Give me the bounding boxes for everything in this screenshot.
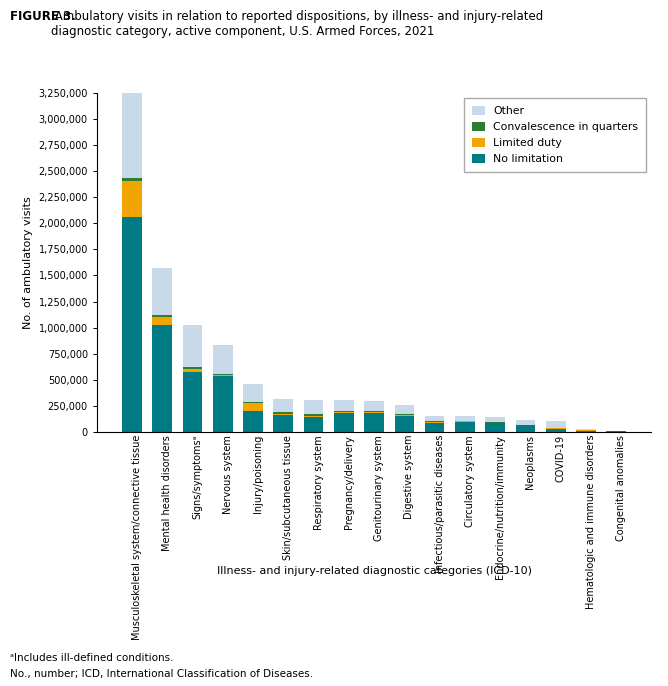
Bar [576,431,596,432]
Bar [364,412,384,413]
Bar [152,315,172,317]
Bar [425,422,444,423]
Bar [546,429,566,432]
Bar [516,421,535,425]
Bar [182,325,202,367]
Bar [243,412,263,432]
Bar [425,423,444,432]
Bar [213,375,232,377]
Text: Ambulatory visits in relation to reported dispositions, by illness- and injury-r: Ambulatory visits in relation to reporte… [51,10,544,38]
Bar [455,421,475,423]
Bar [304,401,323,414]
Bar [152,317,172,325]
Text: Illness- and injury-related diagnostic categories (ICD-10): Illness- and injury-related diagnostic c… [216,566,532,576]
Bar [213,374,232,375]
Legend: Other, Convalescence in quarters, Limited duty, No limitation: Other, Convalescence in quarters, Limite… [464,98,646,172]
Bar [152,325,172,432]
Bar [122,181,142,217]
Bar [334,411,353,412]
Bar [304,416,323,417]
Bar [486,416,505,423]
Bar [395,416,414,432]
Text: FIGURE 3.: FIGURE 3. [10,10,75,23]
Bar [455,423,475,432]
Bar [486,423,505,432]
Bar [334,400,353,411]
Bar [273,415,293,432]
Bar [182,369,202,372]
Bar [516,425,535,432]
Bar [576,429,596,430]
Bar [122,217,142,432]
Bar [364,413,384,432]
Bar [364,401,384,412]
Text: No., number; ICD, International Classification of Diseases.: No., number; ICD, International Classifi… [10,669,313,679]
Bar [425,416,444,421]
Bar [213,344,232,374]
Bar [395,405,414,414]
Bar [243,383,263,402]
Bar [122,178,142,181]
Bar [182,367,202,369]
Bar [273,399,293,412]
Bar [243,403,263,412]
Bar [455,416,475,421]
Bar [334,412,353,413]
Bar [213,377,232,432]
Bar [122,93,142,178]
Bar [304,417,323,432]
Bar [304,414,323,416]
Bar [334,413,353,432]
Bar [152,268,172,315]
Bar [273,412,293,414]
Bar [395,415,414,416]
Text: ᵃIncludes ill-defined conditions.: ᵃIncludes ill-defined conditions. [10,653,174,663]
Bar [182,372,202,432]
Bar [546,421,566,428]
Y-axis label: No. of ambulatory visits: No. of ambulatory visits [23,196,33,329]
Bar [273,414,293,415]
Bar [243,402,263,403]
Bar [607,431,626,432]
